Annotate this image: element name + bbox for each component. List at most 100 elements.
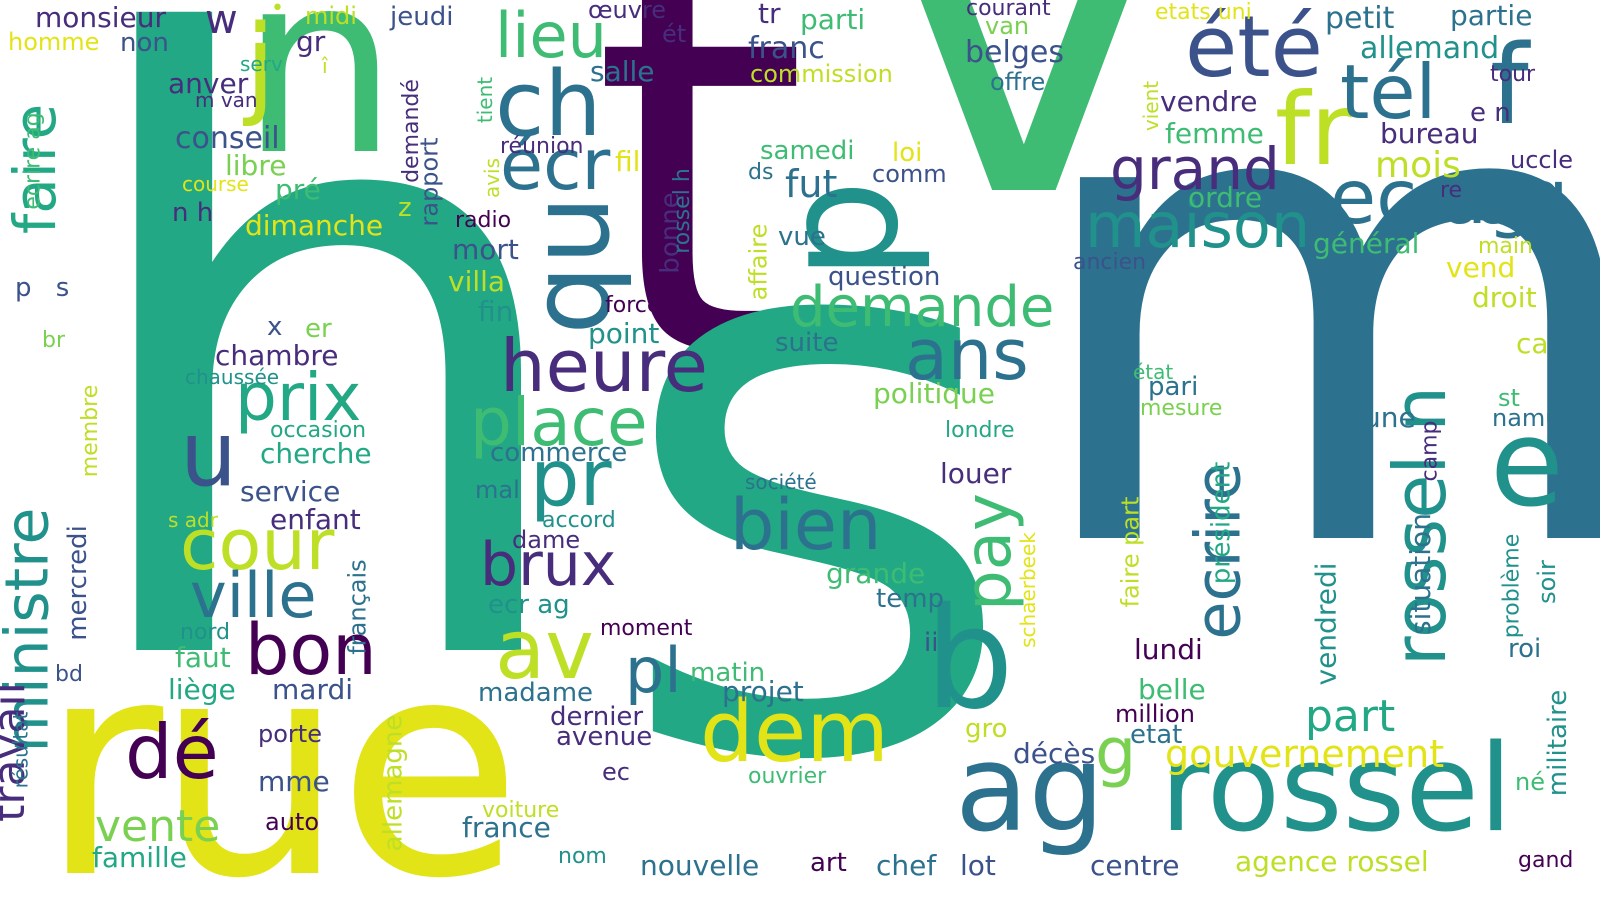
word-pl: pl — [625, 634, 682, 707]
word-louer: louer — [940, 457, 1012, 490]
word-force: force — [605, 293, 661, 318]
word-de: dé — [125, 708, 219, 796]
word-tel: tél — [1340, 48, 1437, 136]
word-reunion: réunion — [500, 134, 584, 159]
word-libre: libre — [225, 149, 287, 182]
word-re: re — [1440, 178, 1463, 203]
word-samedi: samedi — [760, 136, 855, 166]
word-projet: projet — [722, 675, 804, 708]
word-etat: etat — [1130, 720, 1183, 750]
word-faut: faut — [175, 641, 231, 674]
word-vendredi: vendredi — [1309, 562, 1343, 686]
word-ag-2: ag — [1475, 153, 1569, 241]
word-schaerbeek: schaerbeek — [1015, 532, 1040, 648]
word-rue: rue — [40, 595, 522, 900]
word-course: course — [182, 172, 249, 196]
word-h: h — [60, 0, 592, 849]
word-avis: avis — [480, 157, 505, 199]
word-ouvrier: ouvrier — [748, 764, 827, 789]
word-grande: grande — [826, 557, 926, 590]
word-ne: né — [1515, 768, 1545, 796]
word-demande: demande — [790, 275, 1055, 340]
word-bureau: bureau — [1380, 117, 1479, 150]
word-mercredi: mercredi — [62, 525, 93, 641]
word-n-h: n h — [172, 198, 214, 228]
word-avenue: avenue — [556, 722, 653, 752]
word-homme: homme — [8, 28, 100, 56]
word-bd: bd — [55, 662, 83, 687]
word-chef: chef — [876, 849, 937, 882]
word-s: s — [610, 15, 1022, 900]
word-ec-ag-1: ec ag — [1330, 153, 1535, 241]
word-vente: vente — [95, 801, 221, 852]
word-oeuvre: œuvre — [588, 0, 667, 24]
word-place: place — [470, 384, 648, 461]
word-ag: ag — [955, 720, 1105, 859]
word-allemagne: allemagne — [378, 714, 409, 852]
word-z: z — [398, 193, 412, 223]
word-pari: pari — [1148, 372, 1199, 402]
word-mois: mois — [1375, 145, 1461, 186]
word-point: point — [588, 317, 660, 350]
word-cour: cour — [180, 504, 335, 586]
word-ville: ville — [190, 559, 317, 632]
word-ecr: écr — [500, 124, 611, 206]
word-mardi: mardi — [272, 673, 354, 706]
word-pre: pré — [275, 173, 321, 206]
word-jeudi: jeudi — [390, 2, 454, 32]
word-allemand: allemand — [1360, 31, 1500, 66]
word-gouvernement: gouvernement — [1165, 732, 1445, 776]
word-voiture: voiture — [482, 798, 560, 823]
word-vient: vient — [1139, 80, 1164, 132]
word-fut: fut — [785, 162, 838, 206]
word-million: million — [1115, 700, 1195, 728]
word-b: b — [925, 578, 1014, 741]
word-suite: suite — [775, 328, 839, 358]
word-m-van: m van — [195, 88, 258, 112]
word-enfant: enfant — [270, 503, 361, 536]
word-vendre: vendre — [1160, 85, 1258, 118]
word-camp: camp — [1417, 420, 1443, 482]
word-namur: namur — [1492, 404, 1571, 432]
word-t: t — [590, 0, 810, 486]
word-porte: porte — [258, 720, 322, 748]
word-j: j — [245, 1, 276, 129]
word-g: g — [1095, 715, 1137, 790]
word-midi: midi — [305, 2, 357, 30]
word-dernier: dernier — [550, 702, 644, 732]
word-roi: roi — [1508, 634, 1542, 664]
word-loi: loi — [892, 138, 923, 168]
word-etat-accent: état — [1133, 360, 1174, 384]
word-situation: situation — [1403, 513, 1437, 635]
word-ans: ans — [905, 314, 1029, 396]
word-commerce: commerce — [490, 438, 628, 468]
word-st: st — [1498, 384, 1520, 412]
word-droit: droit — [1472, 281, 1537, 314]
word-membre: membre — [78, 384, 104, 478]
word-auto: auto — [265, 808, 320, 836]
word-president: président — [1206, 461, 1237, 585]
word-service: service — [240, 475, 341, 508]
word-accord: accord — [542, 508, 616, 533]
word-ordre: ordre — [1188, 181, 1263, 214]
word-partie: partie — [1450, 0, 1533, 32]
word-heure: heure — [500, 324, 708, 408]
word-rapport: rapport — [415, 137, 444, 227]
word-et: ét — [662, 20, 687, 48]
word-affaire: affaire — [744, 223, 773, 301]
word-societe: société — [745, 470, 817, 494]
word-bien: bien — [730, 484, 882, 566]
word-u: u — [180, 402, 238, 507]
word-art: art — [810, 848, 847, 878]
word-i-circ: î — [322, 54, 328, 78]
word-m: m — [1020, 0, 1600, 694]
word-londre: londre — [945, 418, 1015, 443]
word-francais: français — [343, 559, 372, 655]
word-lundi: lundi — [1134, 633, 1203, 666]
word-nord: nord — [180, 620, 231, 645]
word-rossel: rossel — [1160, 720, 1513, 859]
word-agence-rossel: agence rossel — [1235, 845, 1429, 878]
word-ecr-ag: ecr ag — [488, 590, 570, 620]
word-vue: vue — [778, 222, 826, 252]
